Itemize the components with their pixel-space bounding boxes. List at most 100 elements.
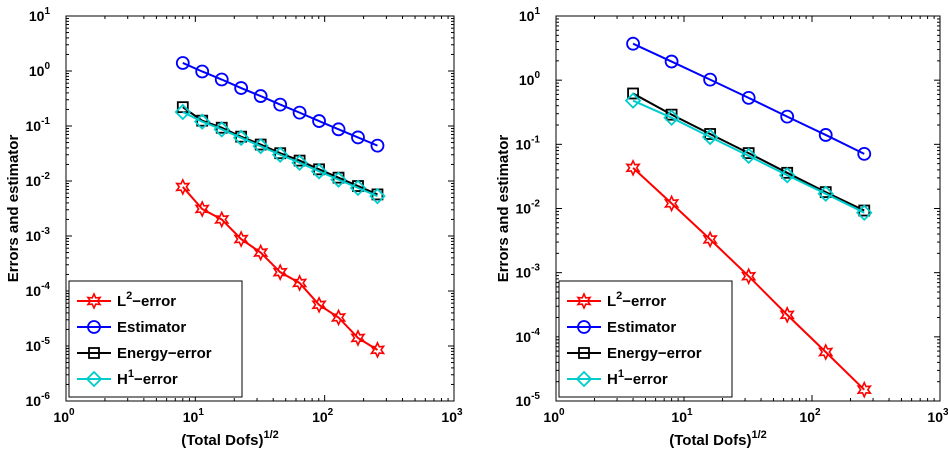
x-tick-exponent: 3 — [943, 407, 948, 418]
series-line — [632, 92, 865, 212]
data-point — [626, 36, 640, 51]
y-tick-base: 10 — [26, 338, 42, 354]
y-tick-label: 10-5 — [26, 336, 51, 354]
y-tick-label: 101 — [519, 6, 541, 24]
y-tick-label: 10-3 — [26, 226, 51, 244]
y-tick-base: 10 — [26, 283, 42, 299]
y-tick-exponent: 1 — [44, 6, 50, 17]
legend-label: Energy−error — [117, 345, 212, 362]
series-1 — [625, 158, 872, 399]
y-tick-base: 10 — [26, 393, 42, 409]
y-tick-base: 10 — [516, 393, 532, 409]
legend-item: Energy−error — [567, 345, 702, 362]
y-tick-base: 10 — [516, 265, 532, 281]
y-tick-exponent: -4 — [41, 281, 50, 292]
chart-2: 100 101 102 10310-510-410-310-210-1100101(T… — [495, 6, 948, 449]
y-tick-exponent: 0 — [44, 61, 50, 72]
y-tick-exponent: -5 — [41, 336, 50, 347]
y-tick-label: 10-1 — [516, 134, 541, 152]
data-point — [778, 166, 796, 184]
legend-label: H1−error — [607, 368, 668, 388]
legend-label: Estimator — [607, 319, 676, 336]
data-point — [310, 163, 328, 180]
legend-item: H1−error — [77, 368, 178, 388]
legend-name: L — [117, 293, 126, 310]
data-point — [330, 171, 347, 188]
data-point — [818, 128, 833, 142]
data-point — [213, 121, 231, 138]
data-point — [855, 204, 873, 221]
data-point — [779, 305, 795, 324]
legend-item: Estimator — [77, 319, 186, 336]
data-point — [740, 267, 757, 286]
data-point — [625, 158, 641, 177]
data-point — [624, 92, 642, 109]
y-tick-exponent: -1 — [531, 134, 540, 145]
data-point — [174, 103, 192, 121]
x-tick-base: 10 — [441, 409, 457, 425]
series-2 — [626, 36, 872, 161]
legend-name-suffix: −error — [624, 371, 668, 388]
legend-name: H — [607, 371, 618, 388]
series-4 — [174, 103, 386, 205]
legend-marker — [577, 320, 591, 334]
data-point — [292, 105, 307, 120]
data-point — [663, 109, 680, 126]
y-tick-base: 10 — [29, 63, 45, 79]
data-point — [369, 187, 386, 205]
legend-item: H1−error — [567, 368, 668, 388]
x-tick-exponent: 3 — [457, 407, 463, 418]
legend-marker — [87, 320, 101, 334]
data-point — [856, 380, 872, 399]
data-point — [214, 210, 230, 229]
x-tick-label: 101 — [183, 407, 205, 425]
x-tick-label: 103 — [441, 407, 463, 425]
data-point — [272, 263, 288, 282]
x-tick-base: 10 — [312, 409, 328, 425]
x-tick-base: 10 — [183, 409, 199, 425]
data-point — [857, 146, 872, 161]
data-point — [818, 343, 834, 361]
legend-label: Energy−error — [607, 345, 702, 362]
y-tick-label: 100 — [29, 61, 51, 79]
data-point — [195, 64, 210, 79]
y-tick-exponent: -3 — [531, 263, 540, 274]
series-line — [632, 167, 865, 391]
series-line — [632, 99, 865, 214]
series-line — [632, 42, 865, 155]
series-1 — [175, 178, 386, 359]
x-axis-label-sup: 1/2 — [751, 429, 766, 441]
data-point — [331, 122, 346, 137]
x-tick-label: 100 — [53, 407, 75, 425]
y-tick-base: 10 — [516, 329, 532, 345]
legend-name-suffix: −error — [132, 293, 176, 310]
legend-marker — [576, 292, 592, 310]
series-4 — [624, 92, 873, 221]
data-point — [703, 72, 718, 87]
legend-name-suffix: −error — [622, 293, 666, 310]
data-point — [193, 113, 211, 130]
y-tick-label: 10-4 — [26, 281, 51, 299]
data-point — [252, 243, 269, 262]
legend-label: H1−error — [117, 368, 178, 388]
data-point — [780, 109, 795, 124]
y-tick-exponent: -6 — [41, 391, 50, 402]
legend-label: L2−error — [607, 290, 666, 310]
data-point — [627, 87, 639, 100]
x-tick-label: 102 — [312, 407, 334, 425]
y-tick-label: 10-2 — [26, 171, 51, 189]
x-tick-base: 10 — [927, 409, 943, 425]
y-tick-label: 10-2 — [516, 199, 541, 217]
y-axis-label: Errors and estimator — [495, 135, 512, 283]
x-axis-label-sup: 1/2 — [263, 429, 278, 441]
data-point — [233, 230, 249, 248]
data-point — [214, 72, 229, 87]
y-tick-base: 10 — [519, 72, 535, 88]
data-point — [350, 329, 366, 347]
x-tick-label: 101 — [671, 407, 693, 425]
data-point — [311, 295, 327, 314]
data-point — [330, 308, 347, 327]
legend-label: Estimator — [117, 319, 186, 336]
y-tick-exponent: 1 — [534, 6, 540, 17]
y-tick-base: 10 — [29, 8, 45, 24]
